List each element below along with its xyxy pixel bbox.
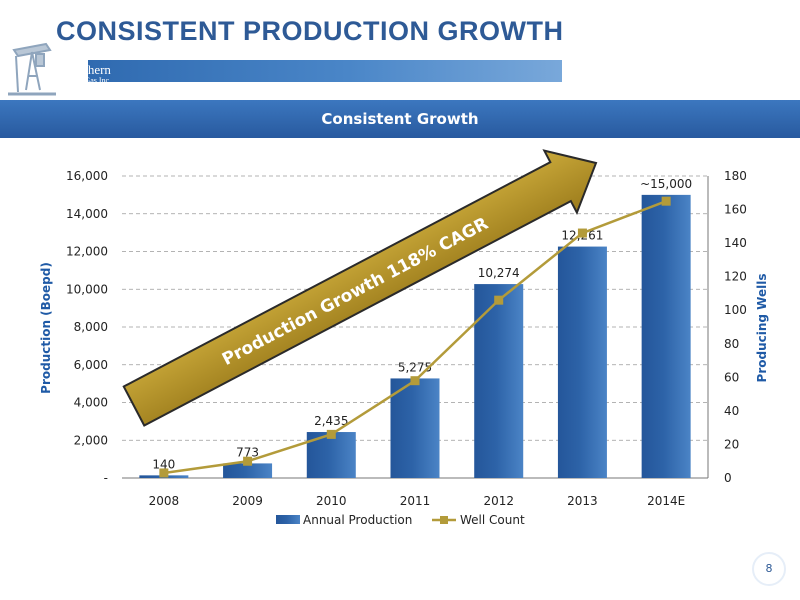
bar	[641, 194, 691, 478]
well-count-marker	[410, 376, 420, 386]
bar-value-label: 140	[152, 457, 175, 471]
legend-line-label: Well Count	[460, 513, 525, 527]
y2-tick-label: 120	[724, 270, 747, 284]
pumpjack-logo-icon	[8, 42, 56, 96]
bar	[223, 463, 273, 478]
bar	[474, 284, 524, 478]
legend-bar-swatch	[276, 515, 300, 524]
legend-bar-label: Annual Production	[303, 513, 412, 527]
production-chart: - 2,000 4,000 6,000 8,000 10,000 12,000 14,000 1…	[39, 149, 769, 527]
bar-value-label: 773	[236, 445, 259, 459]
title-rule	[88, 60, 562, 82]
company-logo: Northern Oil & Gas Inc.	[64, 63, 111, 85]
y2-tick-label: 180	[724, 169, 747, 183]
y2-tick-label: 80	[724, 337, 739, 351]
x-tick-label: 2013	[567, 494, 598, 508]
page-number: 8	[752, 552, 786, 586]
growth-arrow-shape	[122, 149, 598, 427]
growth-arrow: Production Growth 118% CAGR	[122, 149, 598, 427]
y2-tick-label: 20	[724, 437, 739, 451]
x-tick-label: 2010	[316, 494, 347, 508]
y2-tick-label: 160	[724, 203, 747, 217]
y2-axis-title: Producing Wells	[755, 274, 769, 383]
y-tick-label: 8,000	[74, 320, 108, 334]
y-tick-label: 4,000	[74, 396, 108, 410]
bar	[557, 246, 607, 478]
y2-tick-label: 100	[724, 303, 747, 317]
logo-line2: Oil & Gas Inc.	[64, 76, 112, 85]
x-tick-label: 2009	[232, 494, 263, 508]
y-tick-label: 16,000	[66, 169, 108, 183]
well-count-marker	[494, 295, 504, 305]
legend-line-marker	[440, 516, 448, 524]
x-tick-label: 2012	[483, 494, 514, 508]
y-tick-label: 10,000	[66, 282, 108, 296]
bar-value-label: 10,274	[478, 266, 520, 280]
logo-line1: Northern	[64, 62, 111, 77]
well-count-marker	[243, 456, 253, 466]
y2-tick-label: 0	[724, 471, 732, 485]
x-tick-label: 2011	[400, 494, 431, 508]
y-axis-title: Production (Boepd)	[39, 262, 53, 394]
bar	[390, 378, 440, 478]
y2-tick-label: 60	[724, 370, 739, 384]
y-tick-label: 2,000	[74, 433, 108, 447]
well-count-marker	[661, 196, 671, 206]
y2-tick-label: 40	[724, 404, 739, 418]
bar-value-label: 2,435	[314, 414, 348, 428]
x-tick-label: 2008	[149, 494, 180, 508]
well-count-marker	[577, 228, 587, 238]
section-banner: Consistent Growth	[0, 100, 800, 138]
well-count-marker	[326, 429, 336, 439]
y-tick-label: 12,000	[66, 245, 108, 259]
y-tick-label: 14,000	[66, 207, 108, 221]
y-tick-label: 6,000	[74, 358, 108, 372]
y-tick-label: -	[104, 471, 108, 485]
bar-value-label: ~15,000	[640, 177, 692, 191]
slide-title: CONSISTENT PRODUCTION GROWTH	[56, 16, 564, 46]
y2-tick-label: 140	[724, 236, 747, 250]
x-tick-label: 2014E	[647, 494, 685, 508]
well-count-marker	[159, 468, 169, 478]
